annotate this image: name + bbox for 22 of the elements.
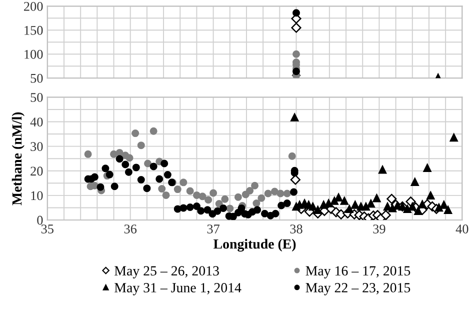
y-tick-label: 10 — [31, 191, 43, 200]
x-tick-label: 38 — [290, 224, 302, 234]
y-tick-label: 100 — [24, 50, 43, 59]
x-axis-title: Longitude (E) — [214, 238, 296, 252]
legend-label: May 31 – June 1, 2014 — [114, 283, 242, 296]
y-tick-label: 50 — [30, 74, 43, 83]
x-tick-label: 40 — [456, 224, 468, 234]
y-tick-label: 40 — [30, 118, 43, 126]
x-tick-label: 36 — [124, 224, 137, 234]
y-tick-label: 30 — [30, 142, 43, 152]
x-tick-label: 35 — [41, 224, 54, 234]
y-tick-label: 50 — [30, 93, 43, 102]
legend-label: May 16 – 17, 2015 — [306, 266, 410, 278]
y-tick-label: 20 — [30, 166, 43, 176]
legend-label: May 22 – 23, 2015 — [306, 283, 410, 296]
y-axis-title: Methane (nM/l) — [12, 112, 24, 206]
y-tick-label: 200 — [24, 2, 43, 11]
legend-label: May 25 – 26, 2013 — [114, 266, 219, 278]
x-tick-label: 39 — [373, 224, 386, 234]
y-tick-label: 150 — [24, 26, 43, 35]
y-tick-label: 0 — [37, 216, 43, 225]
x-tick-label: 37 — [207, 224, 220, 234]
